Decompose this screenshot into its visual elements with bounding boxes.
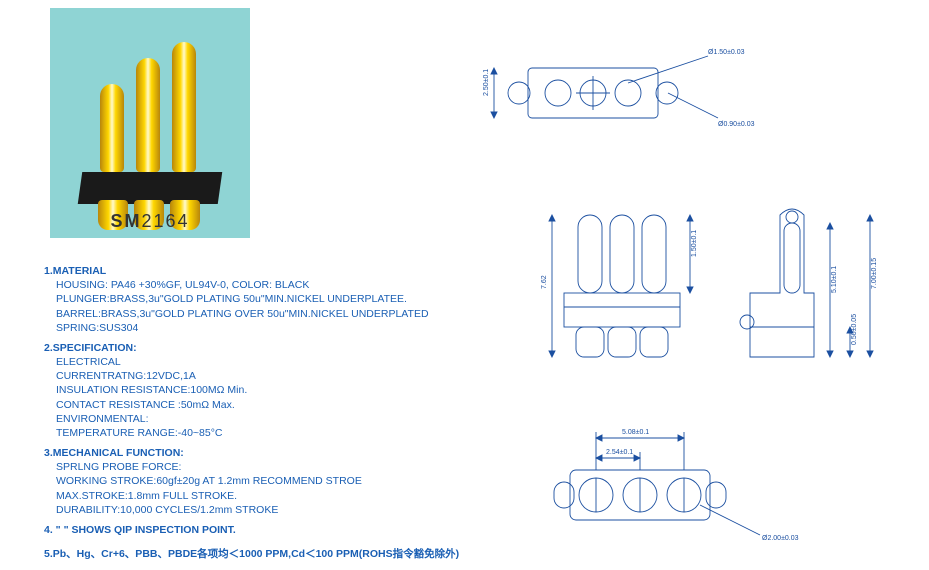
pin-3 bbox=[172, 42, 196, 172]
spec-line: BARREL:BRASS,3u"GOLD PLATING OVER 50u"MI… bbox=[44, 307, 474, 321]
drawing-side-view: 5.10±0.1 0.50±0.05 7.00±0.15 bbox=[730, 195, 910, 395]
drawing-top-view: 2.50±0.1 Ø1.50±0.03 Ø0.90±0.03 bbox=[468, 38, 788, 158]
spec-line: SPRLNG PROBE FORCE: bbox=[44, 460, 474, 474]
spec-line: HOUSING: PA46 +30%GF, UL94V-0, COLOR: BL… bbox=[44, 278, 474, 292]
spec-line: TEMPERATURE RANGE:-40~85°C bbox=[44, 426, 474, 440]
spec-line: INSULATION RESISTANCE:100MΩ Min. bbox=[44, 383, 474, 397]
dim-label: 2.54±0.1 bbox=[606, 449, 633, 456]
spec-line: MAX.STROKE:1.8mm FULL STROKE. bbox=[44, 489, 474, 503]
dim-label: 7.62 bbox=[541, 275, 548, 289]
spec-line: CURRENTRATNG:12VDC,1A bbox=[44, 369, 474, 383]
dim-label: 2.50±0.1 bbox=[483, 69, 490, 96]
spec-line: PLUNGER:BRASS,3u"GOLD PLATING 50u"MIN.NI… bbox=[44, 292, 474, 306]
dim-label: Ø0.90±0.03 bbox=[718, 121, 755, 128]
product-image: SM2164 bbox=[50, 8, 250, 238]
spec-line: ELECTRICAL bbox=[44, 355, 474, 369]
drawing-bottom-view: 2.54±0.1 5.08±0.1 Ø2.00±0.03 bbox=[540, 420, 820, 550]
drawing-front-view: 7.62 1.50±0.1 bbox=[540, 195, 710, 395]
model-number: 2164 bbox=[141, 211, 189, 231]
dim-label: Ø2.00±0.03 bbox=[762, 535, 799, 542]
dim-label: 5.08±0.1 bbox=[622, 429, 649, 436]
model-prefix: SM bbox=[110, 211, 141, 231]
spec-material-heading: 1.MATERIAL bbox=[44, 264, 474, 278]
product-model: SM2164 bbox=[50, 211, 250, 232]
dim-label: 0.50±0.05 bbox=[851, 314, 858, 345]
spec-line: CONTACT RESISTANCE :50mΩ Max. bbox=[44, 398, 474, 412]
spec-line: DURABILITY:10,000 CYCLES/1.2mm STROKE bbox=[44, 503, 474, 517]
spec-line: WORKING STROKE:60gf±20g AT 1.2mm RECOMME… bbox=[44, 474, 474, 488]
pin-1 bbox=[100, 84, 124, 172]
spec-block: 1.MATERIAL HOUSING: PA46 +30%GF, UL94V-0… bbox=[44, 258, 474, 561]
spec-rohs-heading: 5.Pb、Hg、Cr+6、PBB、PBDE各项均＜1000 PPM,Cd＜100… bbox=[44, 547, 474, 561]
spec-line: ENVIRONMENTAL: bbox=[44, 412, 474, 426]
pin-2 bbox=[136, 58, 160, 172]
dim-label: 7.00±0.15 bbox=[871, 258, 878, 289]
product-render bbox=[50, 8, 250, 238]
dim-label: 5.10±0.1 bbox=[831, 266, 838, 293]
spec-qip-heading: 4. " " SHOWS QIP INSPECTION POINT. bbox=[44, 523, 474, 537]
dim-label: Ø1.50±0.03 bbox=[708, 49, 745, 56]
spec-line: SPRING:SUS304 bbox=[44, 321, 474, 335]
spec-mechanical-heading: 3.MECHANICAL FUNCTION: bbox=[44, 446, 474, 460]
dim-label: 1.50±0.1 bbox=[691, 230, 698, 257]
spec-specification-heading: 2.SPECIFICATION: bbox=[44, 341, 474, 355]
